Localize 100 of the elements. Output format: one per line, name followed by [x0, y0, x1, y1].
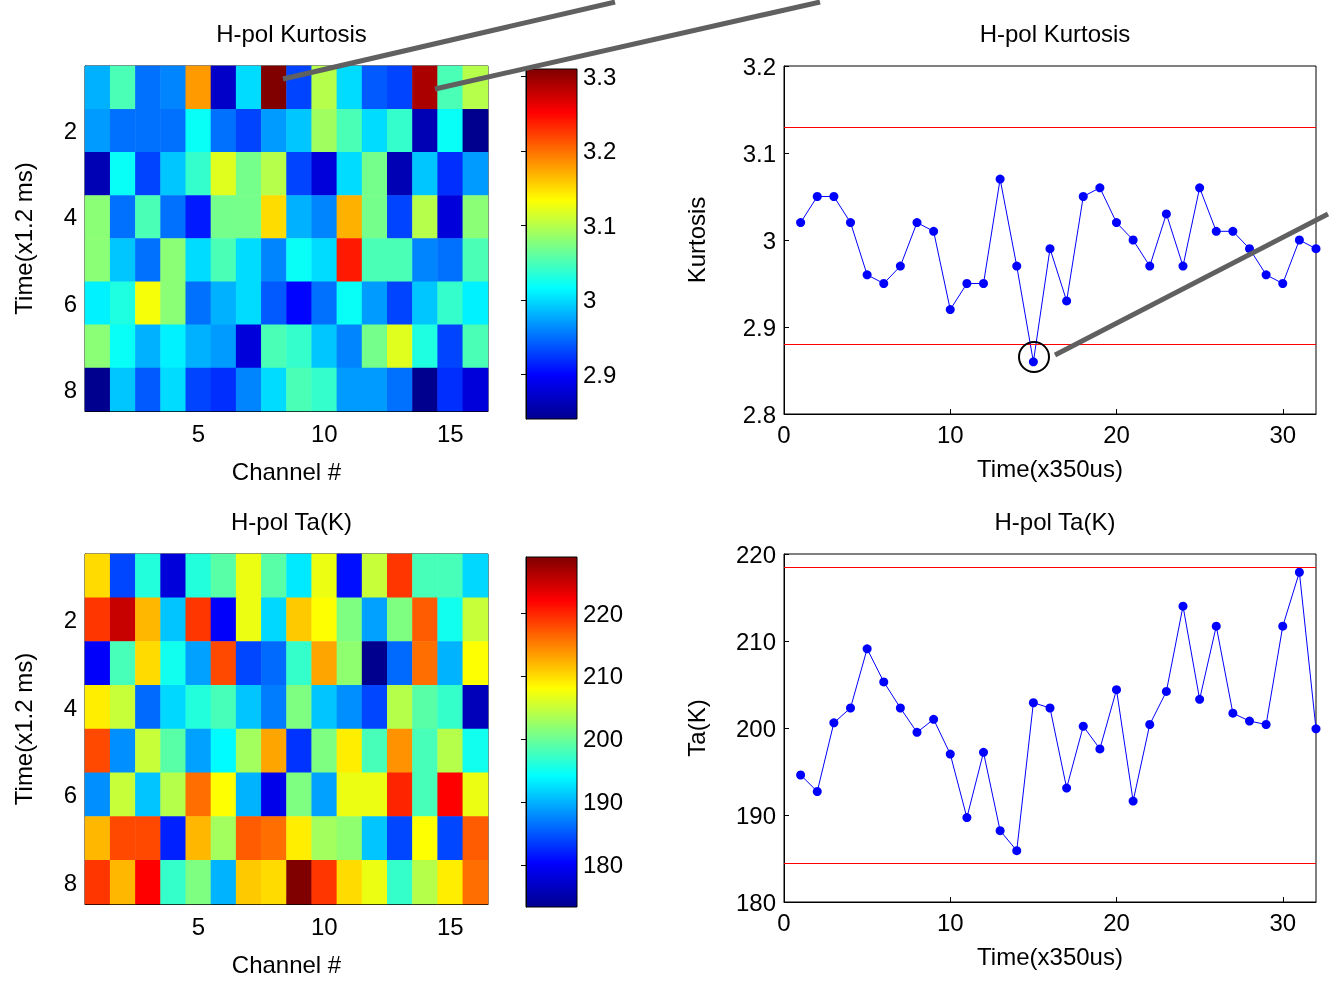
point	[895, 261, 905, 271]
y-tick-label: 4	[63, 203, 77, 231]
point	[1078, 192, 1088, 201]
point	[1112, 685, 1121, 695]
y-axis-title: Time(x1.2 ms)	[9, 652, 37, 806]
point	[1012, 261, 1022, 271]
point	[879, 279, 889, 288]
x-tick-label: 10	[310, 912, 338, 940]
point	[1278, 621, 1288, 631]
color-bar-label: 190	[583, 788, 624, 816]
x-tick-label: 30	[1269, 420, 1297, 448]
y-tick-label: 2.9	[742, 313, 776, 341]
point	[1178, 601, 1188, 611]
x-axis-title: Channel #	[231, 457, 342, 485]
point	[929, 226, 939, 236]
x-axis-title: Time(x350us)	[977, 942, 1123, 970]
point	[1294, 567, 1304, 577]
y-tick-label: 3.1	[742, 139, 776, 167]
chart-title: H-pol Kurtosis	[216, 19, 367, 47]
x-tick-label: 15	[436, 912, 464, 940]
color-bar-label: 3.2	[583, 137, 617, 165]
point	[979, 279, 988, 288]
point	[846, 218, 855, 228]
point	[1245, 716, 1254, 726]
point	[1095, 744, 1105, 754]
x-tick-label: 30	[1269, 908, 1297, 936]
color-bar-label: 3	[583, 286, 597, 314]
point	[1178, 261, 1188, 271]
point	[1294, 235, 1304, 245]
point	[1095, 183, 1105, 193]
point	[1128, 796, 1138, 806]
y-tick-label: 3	[762, 226, 776, 254]
y-tick-label: 6	[63, 289, 77, 317]
y-tick-label: 3.2	[742, 52, 776, 80]
point	[962, 279, 972, 288]
color-bar-label: 3.1	[583, 211, 617, 239]
y-tick-label: 8	[63, 375, 77, 403]
x-tick-label: 20	[1103, 420, 1130, 448]
point	[1261, 720, 1271, 730]
point	[1311, 724, 1321, 734]
point	[895, 703, 905, 713]
color-bar-label: 220	[583, 599, 624, 627]
point	[1078, 721, 1088, 731]
point	[1028, 698, 1038, 708]
color-bar-label: 210	[583, 662, 624, 690]
y-tick-label: 200	[735, 714, 776, 742]
point	[945, 305, 955, 315]
chart-title: H-pol Ta(K)	[231, 507, 352, 535]
point	[1195, 183, 1205, 193]
point	[812, 192, 822, 201]
y-tick-label: 220	[735, 540, 776, 568]
point	[929, 714, 939, 724]
point	[1228, 226, 1238, 236]
color-bar-label: 3.3	[583, 62, 617, 90]
y-axis-title: Kurtosis	[682, 196, 710, 284]
point	[1228, 708, 1238, 718]
y-tick-label: 210	[735, 627, 776, 655]
point	[912, 218, 922, 228]
y-axis-title: Ta(K)	[682, 699, 710, 757]
point	[995, 826, 1005, 836]
x-tick-label: 10	[936, 908, 964, 936]
point	[1062, 296, 1072, 306]
x-tick-label: 0	[777, 908, 791, 936]
y-tick-label: 2	[63, 606, 77, 634]
point	[995, 174, 1005, 184]
y-tick-label: 4	[63, 693, 77, 721]
y-tick-label: 2	[63, 117, 77, 145]
point	[862, 270, 872, 280]
point	[912, 727, 922, 737]
point	[1278, 279, 1288, 288]
y-tick-label: 8	[63, 868, 77, 896]
x-axis-title: Time(x350us)	[977, 454, 1123, 482]
point	[1062, 783, 1072, 793]
y-tick-label: 190	[735, 801, 776, 829]
x-tick-label: 15	[436, 419, 464, 447]
x-tick-label: 5	[191, 419, 206, 447]
point	[796, 770, 806, 780]
point	[1112, 218, 1121, 228]
point	[879, 677, 889, 687]
point	[1012, 846, 1022, 856]
color-bar-label: 200	[583, 725, 624, 753]
point	[812, 787, 822, 797]
x-axis-title: Channel #	[231, 950, 342, 978]
chart-title: H-pol Ta(K)	[994, 507, 1116, 535]
point	[1045, 244, 1055, 254]
point	[829, 192, 839, 201]
point	[1211, 226, 1221, 236]
point	[945, 749, 955, 759]
point	[1145, 720, 1155, 730]
x-tick-label: 0	[777, 420, 791, 448]
y-axis-title: Time(x1.2 ms)	[9, 162, 37, 315]
point	[829, 718, 839, 728]
y-tick-label: 6	[63, 781, 77, 809]
x-tick-label: 20	[1103, 908, 1130, 936]
point	[1161, 209, 1171, 219]
point	[1045, 703, 1055, 713]
y-tick-label: 180	[735, 888, 776, 916]
point	[1311, 244, 1321, 254]
point	[979, 747, 988, 757]
point	[1161, 686, 1171, 696]
